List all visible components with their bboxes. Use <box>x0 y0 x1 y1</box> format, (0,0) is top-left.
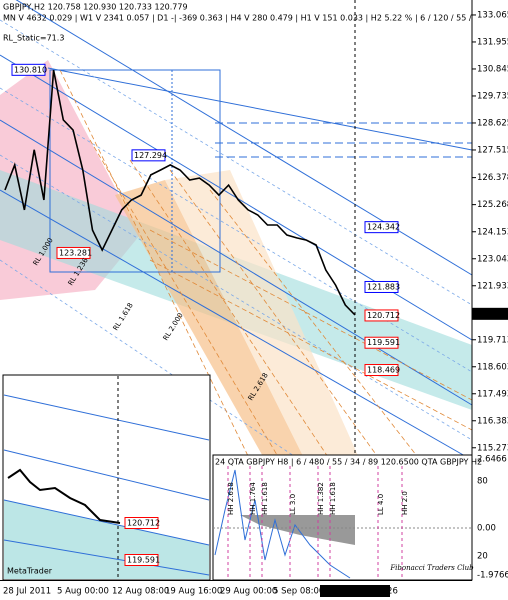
y-tick-label: 124.153 <box>477 227 508 237</box>
y-tick-label: 119.713 <box>477 335 508 345</box>
level-box <box>56 246 91 259</box>
y-tick-label: 118.603 <box>477 362 508 372</box>
horizontal-levels <box>215 122 472 158</box>
y-tick-label: 126.378 <box>477 173 508 183</box>
marker-label: HH 1.618 <box>329 482 337 515</box>
watermark: Fibonacci Traders Club <box>389 564 474 572</box>
y-tick-label: 127.515 <box>477 145 508 155</box>
level-label: 121.883 <box>367 282 400 291</box>
indicator-axis-label: 2.6466 <box>477 455 507 465</box>
y-tick-label: 129.735 <box>477 91 508 101</box>
inset-window: MetaTrader 120.712 119.591 <box>2 374 211 581</box>
level-label: 130.810 <box>14 65 47 74</box>
x-tick-label: 19 Aug 16:00 <box>165 587 222 597</box>
level-box <box>364 336 399 349</box>
x-tick-label: 5 Aug 00:00 <box>57 587 109 597</box>
channel-dashed <box>0 19 473 461</box>
y-tick-label: 133.065 <box>477 10 508 20</box>
marker-label: HH 1.382 <box>317 482 325 515</box>
level-label: 124.342 <box>367 223 400 232</box>
x-tick-label: 12 Aug 08:00 <box>112 587 169 597</box>
indicator-axis-label: -1.9766 <box>477 571 508 581</box>
marker-label: LL 3.0 <box>289 494 297 515</box>
orange-zone <box>115 180 305 460</box>
fib-box <box>49 69 221 273</box>
y-tick-label: 128.625 <box>477 118 508 128</box>
level-box <box>364 364 399 377</box>
current-price-box <box>472 307 508 320</box>
level-label: 119.591 <box>367 338 400 347</box>
y-tick-label: 116.383 <box>477 416 508 426</box>
inset-price <box>7 468 121 524</box>
y-tick-label: 131.955 <box>477 37 508 47</box>
level-box <box>131 149 166 162</box>
x-tick-label: 5 Sep 08:00 <box>273 587 324 597</box>
level-label: 123.281 <box>59 248 92 257</box>
indicator-axis-label: 20 <box>477 552 488 562</box>
indicator-line <box>214 469 351 579</box>
inset-title: MetaTrader <box>7 567 53 576</box>
current-price-label: 120.779 <box>477 309 508 319</box>
level-box <box>364 309 399 322</box>
marker-label: LL 4.0 <box>377 494 385 515</box>
level-label: 118.469 <box>367 366 400 375</box>
header-line: MN V 4632 0.029 | W1 V 2341 0.057 | D1 -… <box>3 14 472 23</box>
header-line: RL_Static=71.3 <box>3 34 64 43</box>
indicator-window: 24 QTA GBPJPY H8 | 6 / 480 / 55 / 34 / 8… <box>212 454 482 581</box>
indicator-title: 24 QTA GBPJPY H8 | 6 / 480 / 55 / 34 / 8… <box>215 458 482 467</box>
x-tick-label: 2011.09.15 07:26 <box>322 587 398 597</box>
y-tick-label: 130.845 <box>477 64 508 74</box>
level-label: 127.294 <box>134 151 167 160</box>
indicator-axis-label: 0.00 <box>477 524 496 534</box>
level-label: 120.712 <box>367 311 400 320</box>
y-tick-label: 125.268 <box>477 200 508 210</box>
marker-label: HH 1.764 <box>249 482 257 515</box>
inset-level-label: 119.591 <box>127 556 160 565</box>
marker-label: HH 2.0 <box>401 491 409 515</box>
marker-label: HH 2.618 <box>227 482 235 515</box>
inset-level-box <box>124 517 159 529</box>
level-box <box>364 221 399 234</box>
price-line <box>4 69 356 316</box>
y-tick-label: 115.273 <box>477 443 508 453</box>
level-box <box>364 280 399 293</box>
inset-level-label: 120.712 <box>127 519 160 528</box>
indicator-histogram <box>240 515 355 545</box>
x-tick-label: 29 Aug 00:00 <box>220 587 277 597</box>
inset-lines <box>3 394 210 576</box>
header-line: GBPJPY,H2 120.758 120.930 120.733 120.77… <box>3 3 188 12</box>
fib-orange-lines <box>59 69 473 461</box>
marker-label: HH 1.618 <box>261 482 269 515</box>
indicator-axis-label: 80 <box>477 477 488 487</box>
level-box <box>11 63 46 76</box>
y-tick-label: 123.043 <box>477 254 508 264</box>
orange-light-zone <box>165 170 360 460</box>
current-time-box <box>320 585 390 597</box>
y-tick-label: 121.933 <box>477 281 508 291</box>
price-axis-bg <box>472 0 508 600</box>
x-tick-label: 28 Jul 2011 <box>3 587 51 597</box>
y-tick-label: 117.493 <box>477 389 508 399</box>
inset-level-box <box>124 554 159 566</box>
